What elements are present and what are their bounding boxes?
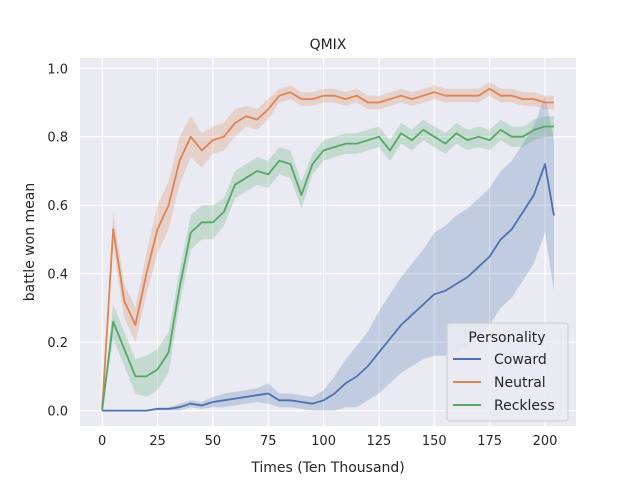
x-tick-label: 175	[477, 434, 502, 449]
x-tick-labels: 0 25 50 75 100 125 150 175 200	[98, 434, 557, 449]
y-tick-label: 0.4	[47, 268, 68, 283]
legend-label-coward: Coward	[494, 352, 547, 368]
series-lines	[101, 87, 555, 412]
y-tick-label: 0.6	[47, 199, 68, 214]
x-tick-label: 25	[149, 434, 166, 449]
y-tick-label: 1.0	[47, 62, 68, 77]
x-tick-label: 75	[260, 434, 277, 449]
x-tick-label: 100	[311, 434, 336, 449]
x-tick-label: 50	[205, 434, 222, 449]
line-coward	[102, 163, 555, 412]
chart-title: QMIX	[310, 37, 347, 53]
legend-label-neutral: Neutral	[494, 375, 546, 391]
line-reckless	[101, 125, 554, 411]
legend-entries: Coward Neutral Reckless	[453, 352, 555, 414]
x-tick-label: 125	[367, 434, 392, 449]
y-tick-label: 0.2	[47, 336, 68, 351]
legend: Personality Coward Neutral Reckless	[446, 322, 569, 422]
x-tick-label: 150	[422, 434, 447, 449]
x-axis-label: Times (Ten Thousand)	[250, 460, 405, 476]
line-neutral	[101, 87, 554, 411]
confidence-bands	[102, 82, 554, 411]
band-coward	[102, 95, 554, 411]
y-tick-labels: 0.0 0.2 0.4 0.6 0.8 1.0	[47, 62, 68, 419]
band-reckless	[102, 116, 554, 411]
y-tick-label: 0.0	[47, 405, 68, 420]
y-tick-label: 0.8	[47, 131, 68, 146]
legend-title: Personality	[468, 330, 545, 346]
legend-label-reckless: Reckless	[494, 398, 555, 414]
x-tick-label: 0	[98, 434, 106, 449]
legend-box	[446, 322, 569, 422]
y-axis-label: battle won mean	[22, 183, 38, 301]
x-tick-label: 200	[533, 434, 558, 449]
